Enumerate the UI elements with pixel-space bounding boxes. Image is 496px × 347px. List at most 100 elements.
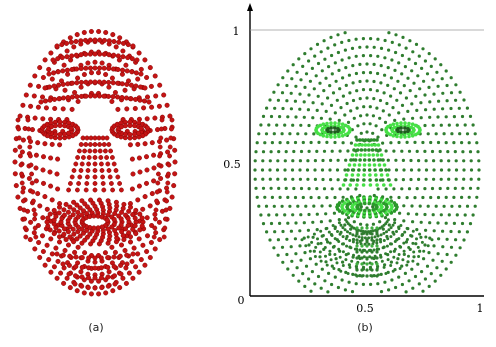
mesh-point (298, 229, 302, 233)
mesh-point (378, 237, 383, 242)
chin-point (105, 264, 111, 270)
chin-point (365, 232, 369, 236)
mouth-point (61, 207, 67, 213)
mesh-point (320, 168, 325, 172)
mesh-point (360, 236, 364, 240)
mesh-point (64, 48, 70, 54)
mesh-point (452, 115, 456, 119)
mesh-point (362, 105, 366, 109)
eye-point (343, 132, 348, 137)
nose-point (351, 168, 356, 172)
mesh-point (449, 91, 454, 95)
mesh-point (304, 72, 309, 76)
mesh-point (68, 57, 74, 63)
mouth-point (44, 219, 50, 225)
mesh-point (269, 114, 274, 119)
mesh-point (436, 195, 441, 200)
mesh-point (359, 229, 363, 233)
mesh-point (341, 250, 345, 254)
mesh-point (351, 237, 356, 242)
eye-point (391, 122, 396, 126)
nose-point (354, 153, 359, 157)
mouth-point (367, 201, 372, 206)
mesh-point (103, 71, 109, 77)
mesh-point (336, 230, 339, 233)
mesh-point (346, 230, 349, 234)
mesh-point (311, 116, 315, 120)
mesh-point (311, 235, 315, 239)
mesh-point (368, 88, 373, 92)
nose-point (92, 187, 98, 193)
mesh-point (337, 118, 341, 122)
mouth-point (126, 208, 132, 214)
mesh-point (315, 108, 319, 112)
mesh-point (92, 79, 98, 85)
nose-point (377, 163, 382, 167)
mesh-point (129, 258, 135, 264)
mesh-point (312, 204, 316, 208)
mesh-point (414, 242, 418, 246)
mesh-point (294, 115, 298, 119)
mesh-point (352, 220, 356, 224)
mouth-point (137, 211, 143, 217)
mesh-point (386, 158, 390, 162)
chin-point (66, 262, 72, 268)
mesh-point (47, 84, 53, 90)
mesh-point (81, 290, 87, 296)
mesh-point (418, 87, 422, 91)
mesh-point (290, 259, 294, 263)
mesh-point (172, 171, 178, 177)
x-tick-label-1: 1 (477, 302, 484, 315)
mesh-point (136, 269, 142, 275)
mesh-point (74, 80, 80, 86)
mesh-point (307, 149, 311, 153)
mesh-point (285, 252, 289, 257)
mesh-point (419, 235, 423, 239)
mesh-point (349, 141, 353, 145)
mesh-point (120, 275, 126, 281)
mesh-point (353, 247, 357, 251)
mesh-point (468, 114, 473, 118)
mesh-point (101, 51, 107, 57)
mesh-point (136, 155, 142, 161)
mesh-point (130, 275, 136, 281)
mesh-point (283, 123, 287, 127)
nose-point (75, 187, 80, 193)
mesh-point (385, 101, 389, 106)
mesh-point (406, 76, 410, 80)
mesh-point (476, 186, 480, 190)
mesh-point (361, 37, 365, 41)
mesh-point (387, 31, 391, 35)
nose-point (374, 148, 379, 152)
mesh-point (424, 228, 428, 232)
mesh-point (299, 258, 303, 262)
mesh-point (280, 245, 285, 249)
mesh-point (411, 286, 415, 290)
mesh-point (122, 87, 128, 93)
mesh-point (272, 90, 276, 94)
mouth-point (61, 231, 67, 237)
mesh-point (144, 233, 150, 239)
nose-point (344, 173, 349, 177)
mesh-point (33, 165, 39, 171)
chin-point (375, 244, 379, 248)
cheek-point (31, 207, 37, 213)
mesh-point (294, 221, 298, 225)
mesh-point (316, 61, 321, 66)
mouth-point (351, 203, 355, 207)
mesh-point (361, 282, 365, 286)
chin-point (365, 250, 369, 254)
mouth-point (71, 231, 77, 237)
mesh-point (283, 177, 287, 181)
mesh-point (302, 236, 306, 240)
mesh-point (323, 57, 327, 61)
mesh-point (432, 244, 436, 248)
nose-point (363, 148, 367, 152)
mouth-point (387, 209, 391, 213)
nose-point (349, 178, 354, 182)
mesh-point (64, 54, 70, 60)
mesh-point (354, 71, 358, 76)
mesh-point (319, 220, 323, 224)
mouth-point (125, 215, 131, 221)
mesh-point (299, 78, 303, 82)
